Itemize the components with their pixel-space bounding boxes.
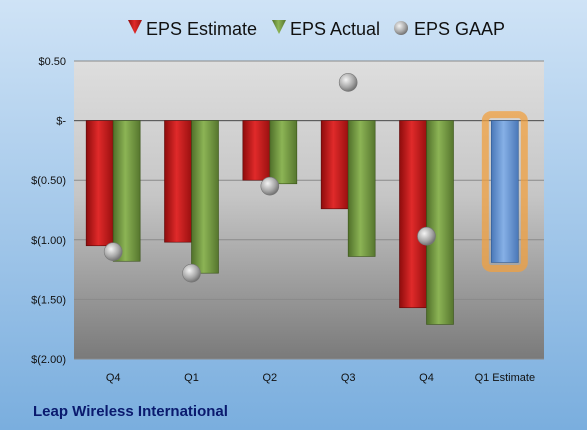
x-tick-label: Q3 — [341, 372, 356, 384]
legend-item-estimate: EPS Estimate — [128, 19, 257, 39]
y-tick-label: $0.50 — [38, 56, 66, 68]
legend-label-actual: EPS Actual — [290, 19, 380, 39]
legend-item-gaap: EPS GAAP — [394, 19, 505, 39]
bar-eps-estimate — [85, 120, 114, 247]
point-eps-gaap — [260, 176, 280, 196]
x-tick-label: Q4 — [106, 372, 121, 384]
legend-item-actual: EPS Actual — [272, 19, 380, 39]
x-tick-label: Q4 — [419, 372, 434, 384]
bar-eps-actual — [347, 120, 376, 257]
bars — [85, 111, 528, 325]
x-axis-ticks: Q4 Q1 Q2 Q3 Q4 Q1 Estimate — [106, 372, 535, 384]
x-tick-label: Q2 — [262, 372, 277, 384]
point-eps-gaap — [182, 263, 201, 283]
bar-eps-estimate — [164, 120, 192, 243]
bar-eps-actual — [191, 120, 219, 274]
legend: EPS Estimate EPS Actual EPS GAAP — [128, 19, 505, 39]
y-tick-label: $(1.50) — [31, 294, 66, 306]
company-name: Leap Wireless International — [33, 403, 228, 420]
grid-lines — [74, 60, 544, 360]
legend-label-estimate: EPS Estimate — [146, 19, 257, 39]
x-tick-label: Q1 Estimate — [475, 372, 536, 384]
y-axis-ticks: $0.50 $- $(0.50) $(1.00) $(1.50) $(2.00) — [31, 56, 66, 366]
point-eps-gaap — [417, 226, 436, 246]
estimate-highlight — [481, 111, 528, 272]
bar-eps-actual — [426, 120, 454, 325]
point-eps-gaap — [103, 242, 123, 262]
x-tick-label: Q1 — [184, 372, 199, 384]
bar-eps-estimate — [399, 120, 427, 309]
point-eps-gaap — [338, 73, 358, 92]
plot-area — [74, 61, 544, 359]
gaap-points — [103, 73, 436, 283]
bar-eps-estimate — [242, 120, 271, 181]
bar-eps-estimate — [320, 120, 349, 210]
y-tick-label: $(2.00) — [31, 354, 66, 366]
legend-marker-estimate — [128, 20, 142, 34]
bar-eps-actual — [112, 120, 141, 262]
legend-label-gaap: EPS GAAP — [414, 19, 505, 39]
bar-eps-projection — [491, 120, 519, 263]
y-tick-label: $(0.50) — [31, 175, 66, 187]
legend-marker-gaap — [394, 21, 408, 35]
y-tick-label: $(1.00) — [31, 235, 66, 247]
bar-eps-actual — [269, 120, 298, 185]
y-tick-label: $- — [56, 116, 66, 128]
legend-marker-actual — [272, 20, 286, 34]
